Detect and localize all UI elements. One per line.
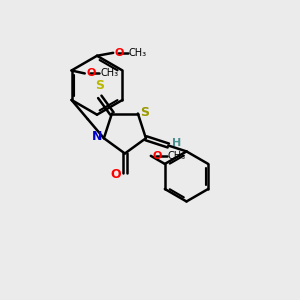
Text: O: O bbox=[115, 48, 124, 58]
Text: CH₃: CH₃ bbox=[100, 68, 118, 78]
Text: S: S bbox=[140, 106, 149, 118]
Text: CH₃: CH₃ bbox=[129, 48, 147, 58]
Text: S: S bbox=[95, 80, 104, 92]
Text: O: O bbox=[111, 168, 122, 181]
Text: H: H bbox=[172, 138, 181, 148]
Text: N: N bbox=[92, 130, 102, 143]
Text: O: O bbox=[152, 151, 162, 161]
Text: CH₃: CH₃ bbox=[168, 151, 186, 161]
Text: O: O bbox=[86, 68, 96, 78]
